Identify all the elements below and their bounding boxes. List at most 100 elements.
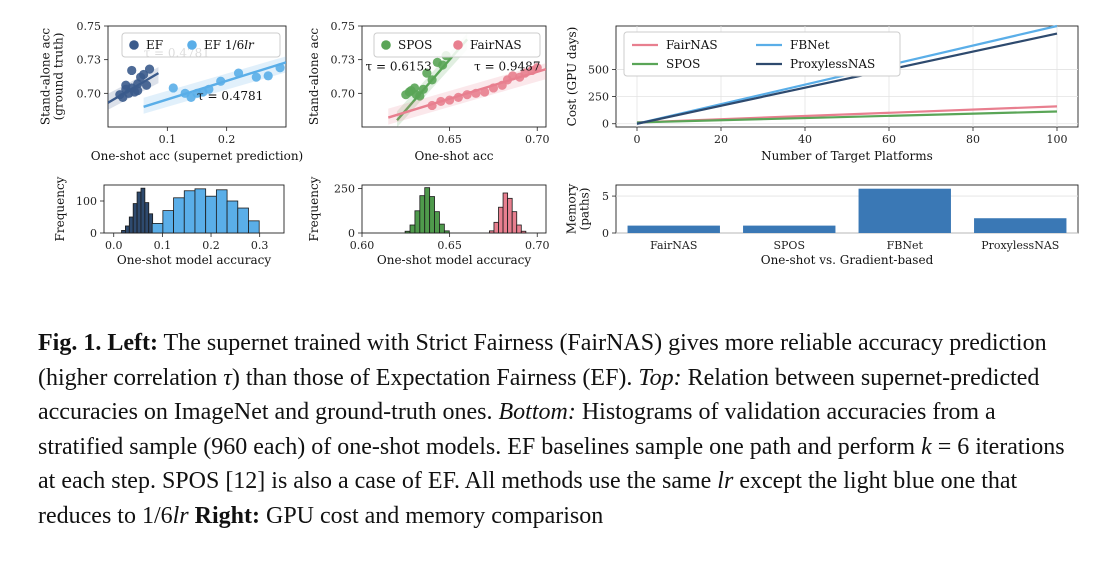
ef-hist-bar bbox=[125, 225, 130, 234]
x-tick-label: 0.70 bbox=[525, 239, 550, 252]
memory-bar-fairnas bbox=[627, 225, 720, 233]
caption-text-6: except the light blue one that reduces t… bbox=[38, 468, 1018, 529]
caption-top: Top: bbox=[638, 364, 682, 391]
ef_scatter-legend: EF EF 1/6lr bbox=[121, 32, 281, 58]
x-axis-label: One-shot model accuracy bbox=[377, 253, 531, 267]
ef-hist-bar bbox=[128, 216, 134, 234]
x-tick-label: 0.3 bbox=[251, 239, 269, 252]
x-tick-label: 0 bbox=[634, 133, 641, 146]
legend-entry: EF 1/6lr bbox=[204, 38, 255, 52]
memory-bar-fbnet bbox=[858, 188, 951, 233]
fairnas-point bbox=[508, 71, 518, 81]
y-tick-label: 0.73 bbox=[331, 54, 356, 67]
y-axis-label: Frequency bbox=[307, 176, 321, 241]
spos-hist-bar bbox=[429, 196, 435, 234]
y-tick-label: 0.70 bbox=[331, 87, 356, 100]
x-axis-label: One-shot model accuracy bbox=[117, 253, 271, 267]
y-axis-label: Frequency bbox=[53, 176, 67, 241]
ef-hist-bar bbox=[144, 202, 150, 234]
figure-svg: τ = 0.4781τ = 0.47810.10.20.700.730.75On… bbox=[39, 20, 1079, 267]
cost-legend: FairNAS SPOS FBNet ProxylessNAS bbox=[623, 31, 901, 77]
spos-hist-bar bbox=[409, 224, 416, 234]
x-tick-label: 0.0 bbox=[105, 239, 123, 252]
x-tick-label: 100 bbox=[1047, 133, 1068, 146]
ef-1-6lr-point bbox=[233, 68, 244, 78]
fairnas-point bbox=[445, 95, 455, 105]
legend-marker bbox=[381, 40, 391, 50]
caption-k: k bbox=[921, 433, 932, 460]
ef-1-6lr-point bbox=[251, 72, 261, 82]
ef-point bbox=[121, 80, 131, 90]
spos-point bbox=[438, 60, 448, 70]
spos-hist-bar bbox=[414, 210, 421, 234]
y-tick-label: 500 bbox=[588, 63, 609, 76]
y-tick-label: 0.70 bbox=[77, 87, 102, 100]
fairnas-hist-bar bbox=[520, 230, 527, 234]
spos-point bbox=[418, 84, 428, 94]
ef-point bbox=[141, 80, 152, 90]
ef-1-6lr-hist-bar bbox=[248, 220, 260, 234]
fair_scatter-legend: SPOS FairNAS bbox=[373, 32, 541, 58]
spos-point bbox=[422, 68, 432, 78]
figure-caption: Fig. 1. Left: The supernet trained with … bbox=[38, 326, 1078, 533]
legend-marker bbox=[453, 40, 463, 50]
x-tick-label: 20 bbox=[714, 133, 728, 146]
fair_scatter-axes: τ = 0.6153 τ = 0.9487 0.65 0.70 0.70 0.73 0.75… bbox=[307, 20, 549, 163]
ef_scatter-axes: τ = 0.4781τ = 0.47810.10.20.700.730.75On… bbox=[39, 20, 304, 163]
x-tick-label: 0.2 bbox=[218, 133, 236, 146]
spos-hist-bar bbox=[439, 223, 445, 234]
memory_bar-axes: FairNAS SPOS FBNet ProxylessNAS 0 5 One-shot v… bbox=[565, 184, 1079, 267]
y-axis-label: Memory bbox=[565, 184, 579, 235]
y-tick-label: 0.73 bbox=[77, 54, 102, 67]
ef-1-6lr-hist-bar bbox=[162, 210, 174, 234]
fairnas-point bbox=[427, 100, 437, 111]
memory-bar-spos bbox=[743, 225, 836, 233]
ef-1-6lr-point bbox=[216, 76, 226, 86]
fairnas-hist-bar bbox=[511, 211, 518, 234]
legend-marker bbox=[187, 40, 197, 50]
ef-1-6lr-hist-bar bbox=[183, 190, 196, 234]
fairnas-point bbox=[480, 87, 490, 97]
y-axis-label: Stand-alone acc bbox=[39, 28, 53, 125]
spos-point bbox=[427, 75, 437, 85]
fairnas-point bbox=[453, 92, 463, 102]
x-tick-label: 0.70 bbox=[525, 133, 550, 146]
spos-line bbox=[636, 110, 1058, 124]
y-tick-label: 0 bbox=[602, 227, 609, 240]
x-axis-label: One-shot acc (supernet prediction) bbox=[91, 149, 304, 163]
x-tick-label: FairNAS bbox=[650, 239, 697, 252]
ef-1-6lr-hist-bar bbox=[237, 207, 249, 234]
x-tick-label: FBNet bbox=[887, 239, 924, 252]
tau-annotation: τ = 0.4781 bbox=[197, 89, 263, 103]
caption-right: Right: bbox=[194, 502, 260, 529]
fairnas-point bbox=[488, 83, 499, 93]
ef-point bbox=[127, 65, 137, 76]
legend-entry: EF bbox=[146, 38, 163, 52]
y-axis-label: (paths) bbox=[578, 188, 592, 231]
x-tick-label: 80 bbox=[966, 133, 980, 146]
y-axis-label: Stand-alone acc bbox=[307, 28, 321, 125]
x-axis-label: One-shot vs. Gradient-based bbox=[761, 253, 934, 267]
ef-hist-bar bbox=[140, 187, 146, 234]
ef-1-6lr-fit-line bbox=[143, 61, 286, 108]
cost_line-axes: 0 20 40 60 80 100 0 250 500 Number of Target Plat… bbox=[565, 24, 1079, 163]
caption-text-4: Histograms of validation accuracies from… bbox=[38, 399, 996, 460]
y-tick-label: 0.75 bbox=[331, 20, 356, 33]
ef-point bbox=[133, 86, 143, 96]
legend-entry: SPOS bbox=[398, 38, 432, 52]
caption-text-7: GPU cost and memory comparison bbox=[259, 502, 604, 529]
legend-entry: ProxylessNAS bbox=[790, 57, 875, 71]
caption-lr-2: lr bbox=[172, 502, 189, 529]
x-tick-label: 40 bbox=[798, 133, 812, 146]
x-axis-label: One-shot acc bbox=[414, 149, 493, 163]
ef-1-6lr-hist-bar bbox=[151, 222, 164, 234]
y-axis-label: Cost (GPU days) bbox=[565, 27, 579, 127]
fairnas-hist-bar bbox=[507, 197, 513, 234]
spos-hist-bar bbox=[419, 195, 426, 234]
ef-1-6lr-hist-bar bbox=[173, 197, 185, 234]
legend-entry: FairNAS bbox=[666, 38, 718, 52]
ef-point bbox=[139, 69, 149, 80]
spos-hist-bar bbox=[434, 211, 440, 234]
y-tick-label: 100 bbox=[76, 195, 97, 208]
x-tick-label: 60 bbox=[882, 133, 896, 146]
